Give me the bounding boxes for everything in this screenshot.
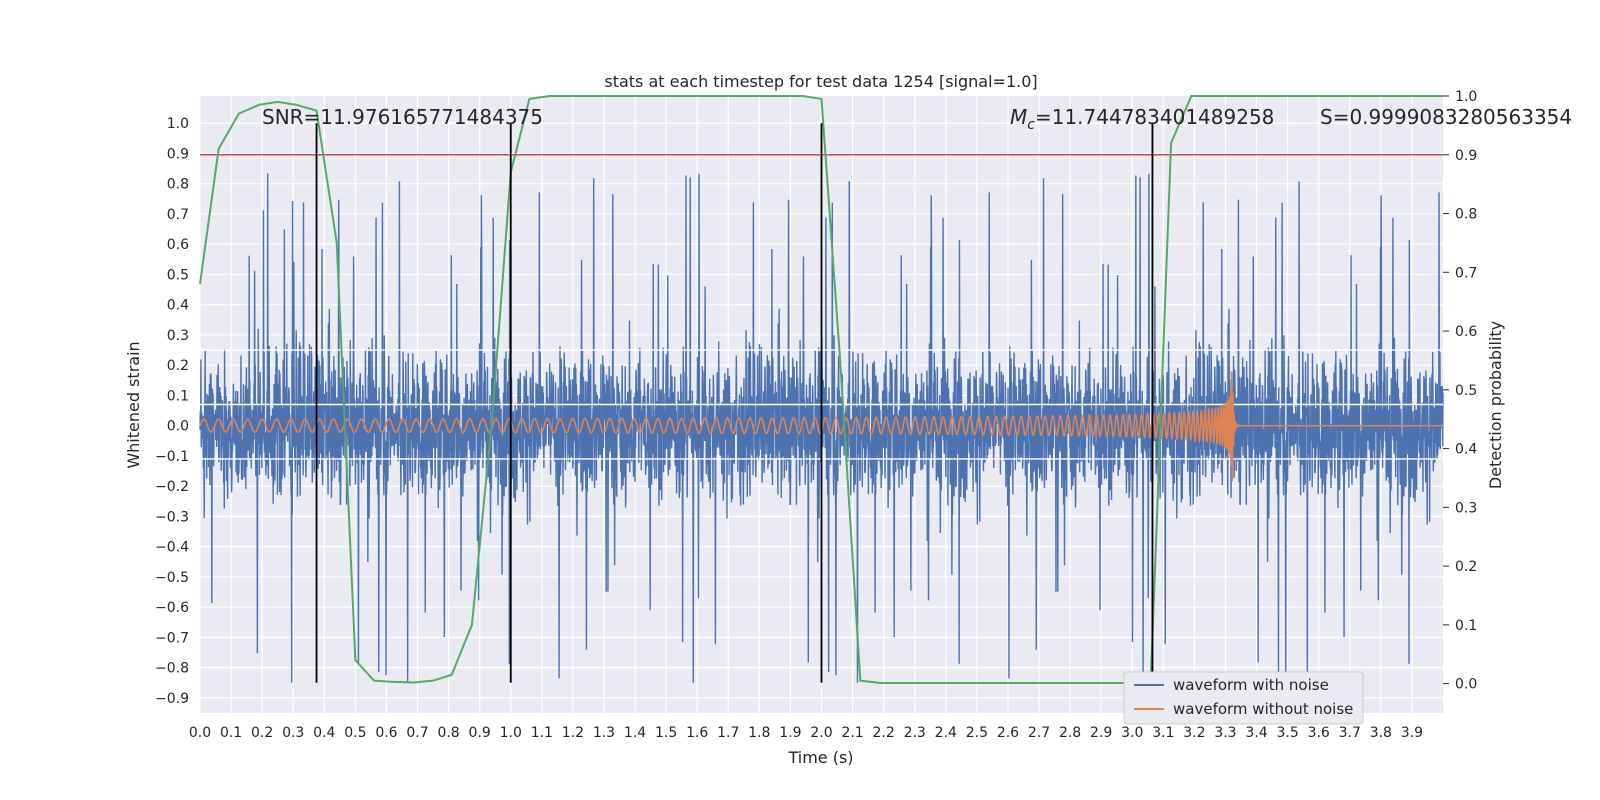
x-tick-label: 1.8 <box>748 725 770 741</box>
y-tick-label: 0.1 <box>167 388 189 404</box>
mc-subscript: c <box>1027 117 1035 133</box>
snr-annotation: SNR=11.976165771484375 <box>262 105 543 129</box>
y-tick-label: −0.4 <box>155 540 189 556</box>
x-tick-label: 2.3 <box>904 725 926 741</box>
x-tick-label: 2.8 <box>1059 725 1081 741</box>
y2-tick-label: 0.8 <box>1455 207 1477 223</box>
y-tick-label: 0.5 <box>167 267 189 283</box>
y2-tick-label: 0.2 <box>1455 559 1477 575</box>
x-tick-label: 0.8 <box>437 725 459 741</box>
x-tick-label: 3.9 <box>1401 725 1423 741</box>
y-tick-label: −0.5 <box>155 570 189 586</box>
x-tick-label: 0.9 <box>469 725 491 741</box>
x-tick-label: 3.0 <box>1121 725 1143 741</box>
x-tick-label: 3.5 <box>1276 725 1298 741</box>
y-tick-label: 0.6 <box>167 237 189 253</box>
x-tick-label: 3.8 <box>1370 725 1392 741</box>
x-tick-label: 2.4 <box>935 725 957 741</box>
x-tick-label: 2.7 <box>1028 725 1050 741</box>
x-tick-label: 3.4 <box>1245 725 1267 741</box>
y-tick-label: 0.0 <box>167 419 189 435</box>
y-tick-label: 0.3 <box>167 328 189 344</box>
y-tick-label: −0.3 <box>155 509 189 525</box>
y-tick-label: 0.9 <box>167 146 189 162</box>
y2-tick-label: 0.6 <box>1455 324 1477 340</box>
x-tick-label: 2.6 <box>997 725 1019 741</box>
x-tick-label: 1.7 <box>717 725 739 741</box>
legend-box <box>1123 671 1364 725</box>
x-tick-label: 0.7 <box>406 725 428 741</box>
x-tick-label: 2.5 <box>966 725 988 741</box>
y2-tick-label: 0.9 <box>1455 148 1477 164</box>
y-tick-label: −0.9 <box>155 691 189 707</box>
series-layer <box>199 95 1444 685</box>
y2-axis-label: Detection probability <box>1486 321 1505 489</box>
x-tick-label: 0.4 <box>313 725 335 741</box>
x-tick-label: 0.0 <box>189 725 211 741</box>
y2-tick-label: 0.5 <box>1455 383 1477 399</box>
mc-value: =11.744783401489258 <box>1035 105 1274 129</box>
x-tick-label: 1.0 <box>500 725 522 741</box>
x-tick-label: 1.1 <box>531 725 553 741</box>
mc-annotation: Mc=11.744783401489258 <box>1010 105 1274 133</box>
y2-tick-label: 0.3 <box>1455 500 1477 516</box>
y-tick-label: 0.8 <box>167 177 189 193</box>
x-tick-label: 3.3 <box>1214 725 1236 741</box>
y-tick-label: −0.8 <box>155 661 189 677</box>
y2-tick-label: 0.4 <box>1455 442 1477 458</box>
x-tick-label: 2.9 <box>1090 725 1112 741</box>
x-tick-label: 0.1 <box>220 725 242 741</box>
s-annotation: S=0.9999083280563354 <box>1320 105 1572 129</box>
series-line-detection-probability <box>199 95 1443 685</box>
x-tick-label: 1.2 <box>562 725 584 741</box>
x-axis-label: Time (s) <box>787 748 853 767</box>
x-tick-label: 1.5 <box>655 725 677 741</box>
x-tick-label: 2.2 <box>873 725 895 741</box>
axes-layer: 0.0 0.1 0.2 0.3 0.4 0.5 0.6 0.7 0.8 0.9 1.0 1.1 1.2 1… <box>155 89 1477 741</box>
x-tick-label: 1.9 <box>779 725 801 741</box>
x-tick-label: 2.0 <box>810 725 832 741</box>
x-tick-label: 3.6 <box>1308 725 1330 741</box>
y2-tick-label: 0.7 <box>1455 265 1477 281</box>
y2-tick-label: 1.0 <box>1455 89 1477 105</box>
legend-label-noise: waveform with noise <box>1173 676 1329 694</box>
x-tick-label: 3.1 <box>1152 725 1174 741</box>
mc-symbol: M <box>1010 105 1027 129</box>
chart-title: stats at each timestep for test data 125… <box>604 72 1037 91</box>
x-tick-label: 1.4 <box>624 725 646 741</box>
x-tick-label: 2.1 <box>841 725 863 741</box>
x-tick-label: 0.5 <box>344 725 366 741</box>
y-tick-label: 0.2 <box>167 358 189 374</box>
x-tick-label: 1.6 <box>686 725 708 741</box>
y-tick-label: −0.6 <box>155 600 189 616</box>
y-tick-label: −0.7 <box>155 630 189 646</box>
y-axis-label: Whitened strain <box>124 341 143 468</box>
y-tick-label: 1.0 <box>167 116 189 132</box>
y-tick-label: −0.2 <box>155 479 189 495</box>
y-tick-label: 0.7 <box>167 207 189 223</box>
x-tick-label: 0.3 <box>282 725 304 741</box>
y-tick-label: 0.4 <box>167 298 189 314</box>
x-tick-label: 0.2 <box>251 725 273 741</box>
legend: waveform with noise waveform without noi… <box>1123 671 1364 725</box>
y2-tick-label: 0.1 <box>1455 618 1477 634</box>
y2-tick-label: 0.0 <box>1455 677 1477 693</box>
y-tick-label: −0.1 <box>155 449 189 465</box>
x-tick-label: 3.2 <box>1183 725 1205 741</box>
legend-label-clean: waveform without noise <box>1173 700 1353 718</box>
x-tick-label: 1.3 <box>593 725 615 741</box>
x-tick-label: 3.7 <box>1339 725 1361 741</box>
x-tick-label: 0.6 <box>375 725 397 741</box>
